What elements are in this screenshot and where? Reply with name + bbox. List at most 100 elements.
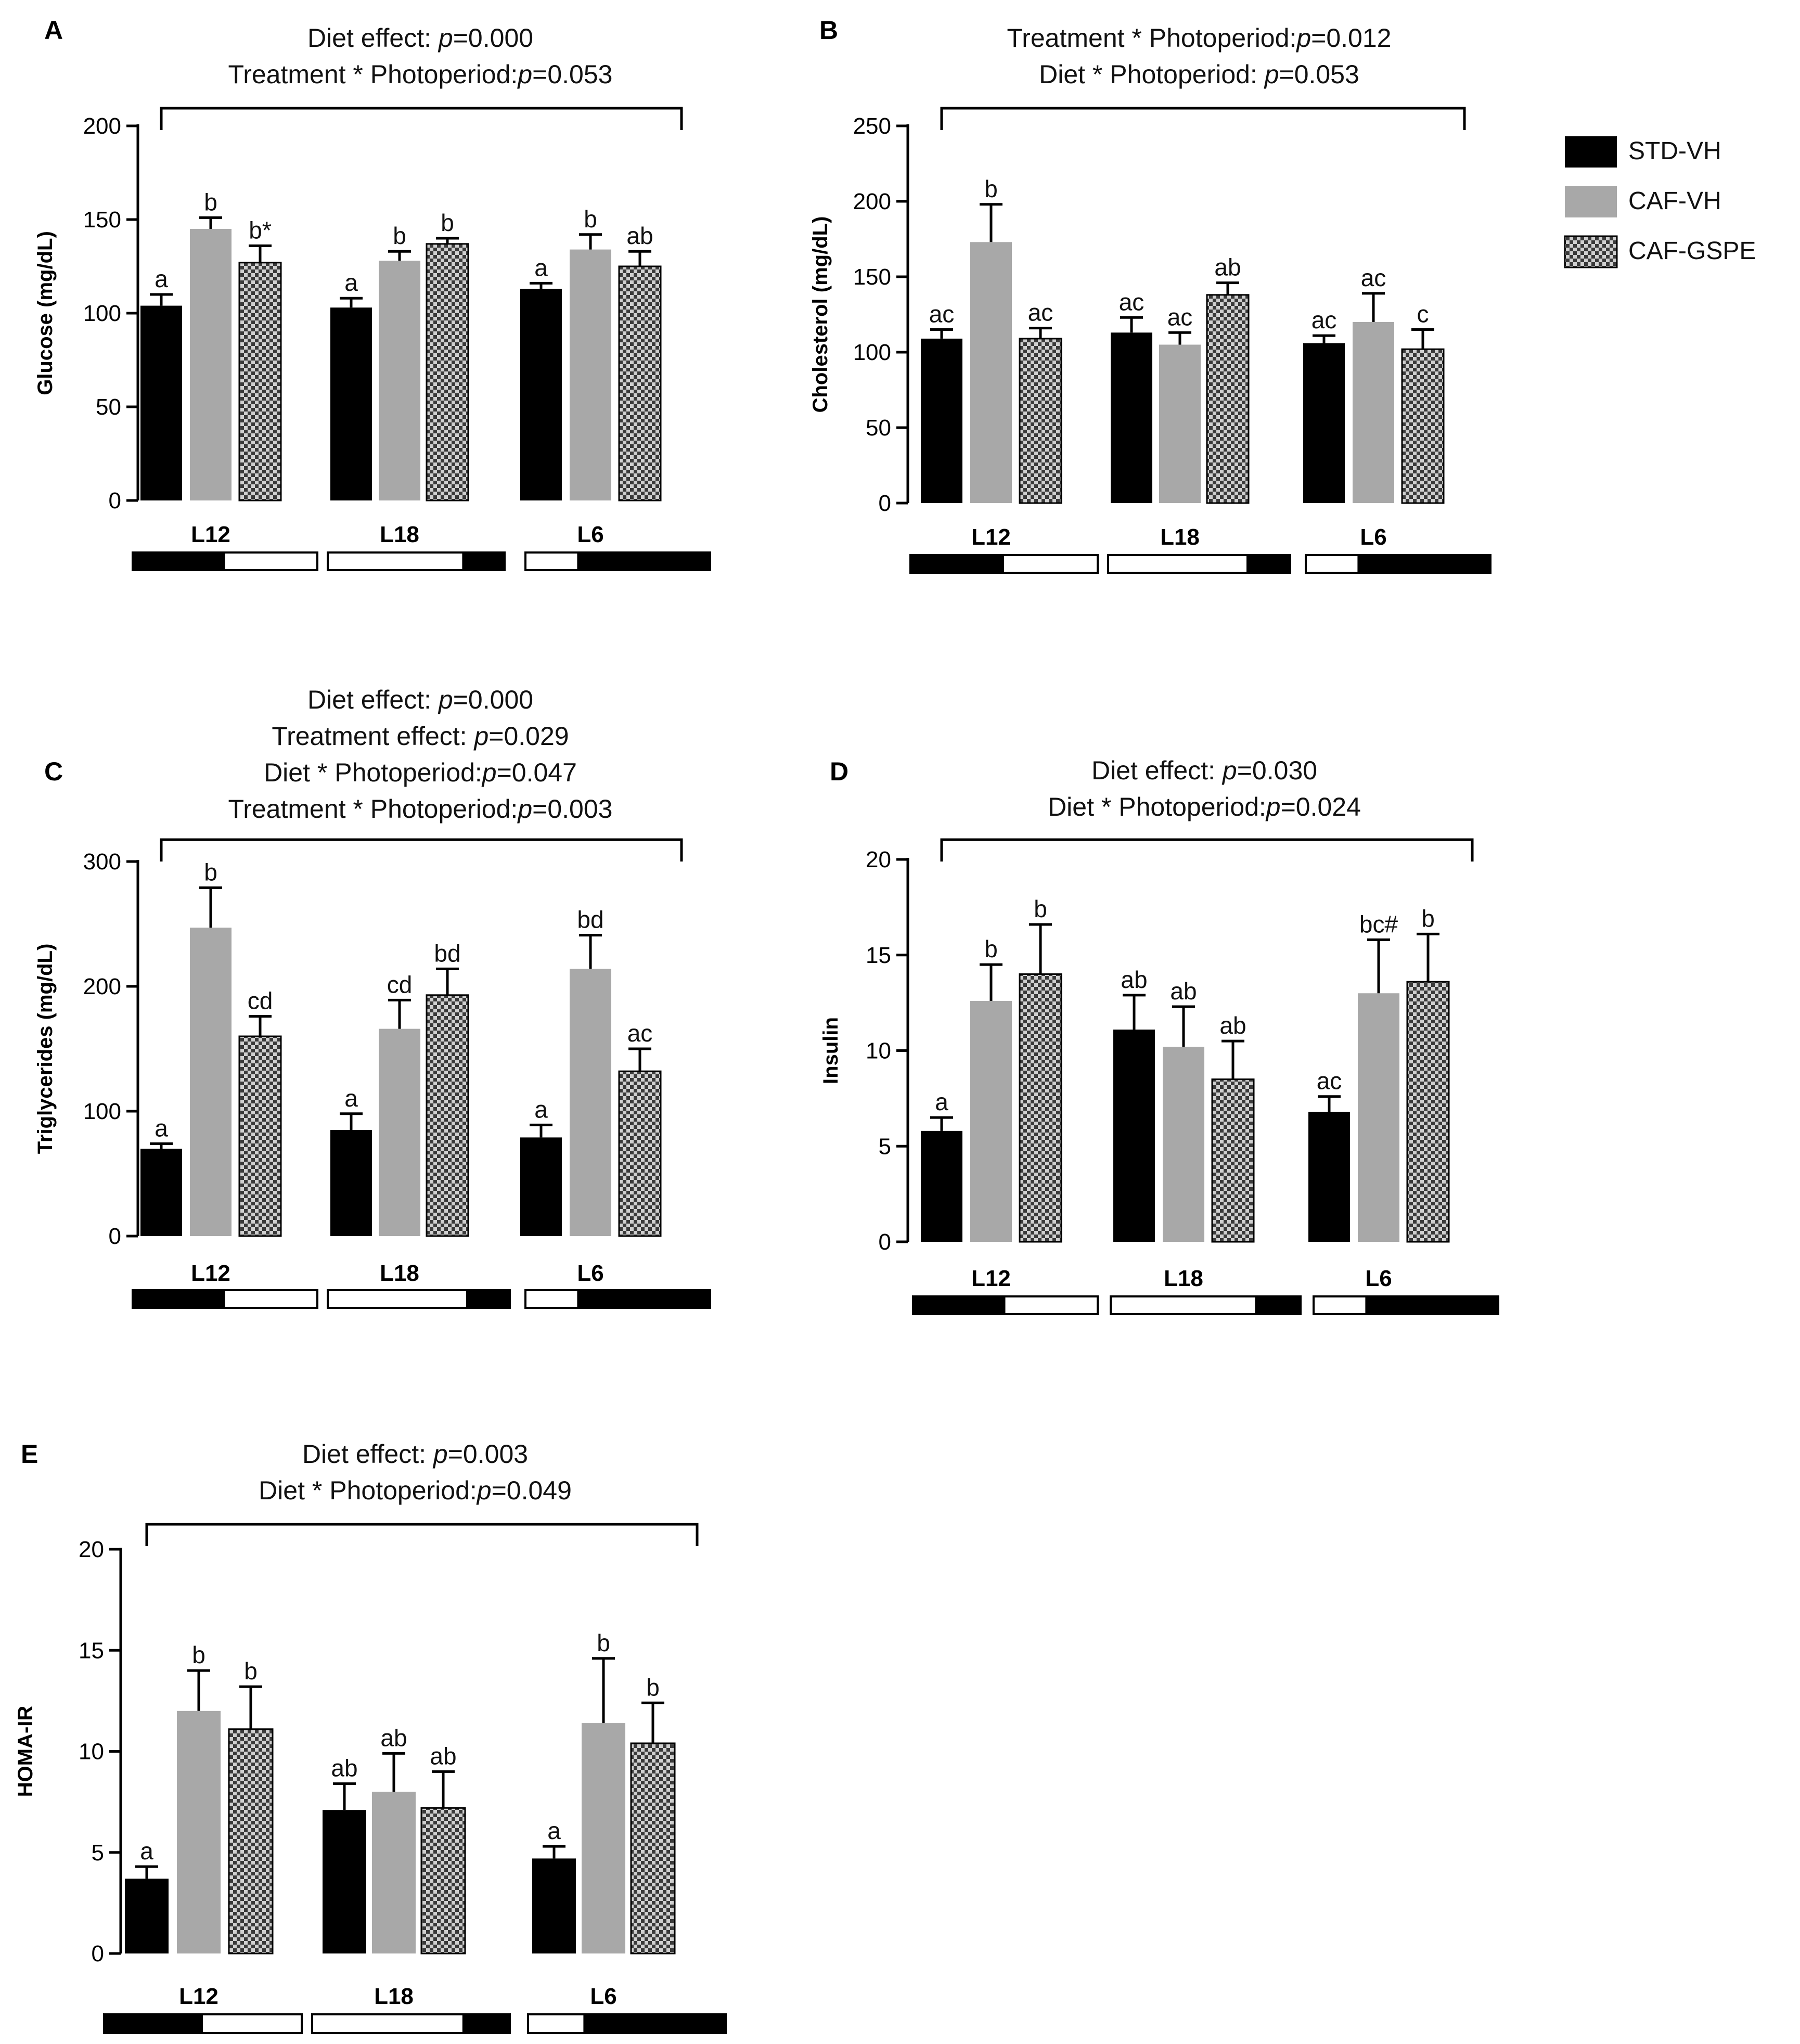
significance-letter: a — [344, 1085, 358, 1112]
panel-d: D Diet effect: p=0.030 Diet * Photoperiod:… — [819, 756, 1499, 1315]
x-category-label: L6 — [1365, 1266, 1392, 1291]
photoperiod-dark-segment — [577, 1290, 710, 1308]
y-tick-label: 200 — [83, 113, 121, 139]
bar-caf-vh-l12 — [970, 1000, 1012, 1242]
y-tick-label: 300 — [83, 849, 121, 875]
panel-title-line: Diet * Photoperiod:p=0.049 — [259, 1476, 572, 1505]
legend-swatch-caf-gspe — [1564, 235, 1618, 268]
panel-title-line: Treatment * Photoperiod:p=0.012 — [1007, 23, 1392, 53]
significance-letter: ac — [1167, 303, 1193, 330]
y-tick-label: 15 — [79, 1638, 104, 1663]
significance-letter: ac — [627, 1020, 653, 1047]
significance-letter: b — [584, 205, 597, 233]
bar-caf-gspe-l6 — [618, 1070, 662, 1237]
bar-std-vh-l18 — [1111, 332, 1152, 503]
significance-letter: cd — [387, 971, 413, 998]
bar-caf-gspe-l6 — [1406, 981, 1450, 1243]
y-tick-label: 100 — [853, 340, 891, 365]
x-category-label: L12 — [179, 1984, 218, 2009]
panel-e: E Diet effect: p=0.003 Diet * Photoperiod:… — [14, 1439, 727, 2034]
significance-bracket — [160, 107, 683, 130]
y-tick-label: 100 — [83, 1099, 121, 1124]
significance-bracket — [160, 838, 683, 862]
significance-letter: ac — [1028, 299, 1053, 326]
photoperiod-dark-segment — [913, 1296, 1006, 1314]
photoperiod-dark-segment — [462, 552, 505, 570]
significance-letter: ac — [1312, 306, 1337, 333]
panel-title-line: Treatment effect: p=0.029 — [272, 722, 569, 751]
panel-title-line: Diet * Photoperiod:p=0.024 — [1048, 792, 1361, 821]
panel-title-line: Diet effect: p=0.030 — [1091, 756, 1317, 785]
significance-letter: c — [1417, 301, 1429, 328]
y-tick-label: 5 — [92, 1840, 104, 1866]
significance-letter: bd — [577, 906, 603, 933]
significance-letter: b — [1034, 895, 1047, 922]
panel-letter: B — [819, 16, 838, 45]
bar-std-vh-l12 — [921, 1130, 962, 1242]
y-tick-label: 150 — [853, 264, 891, 290]
bar-caf-vh-l6 — [582, 1723, 625, 1953]
y-axis-label: HOMA-IR — [14, 1706, 37, 1797]
significance-letter: ab — [1219, 1012, 1246, 1039]
bar-caf-vh-l18 — [372, 1792, 416, 1953]
bar-std-vh-l12 — [140, 1149, 182, 1236]
legend-swatch-std-vh — [1565, 136, 1617, 168]
panel-letter: A — [44, 16, 63, 45]
bar-caf-vh-l18 — [1163, 1047, 1204, 1242]
legend-label-caf-vh: CAF-VH — [1628, 187, 1721, 215]
bar-std-vh-l6 — [532, 1858, 576, 1953]
significance-letter: a — [534, 1096, 548, 1123]
x-category-label: L18 — [1160, 524, 1200, 550]
photoperiod-dark-segment — [1365, 1296, 1498, 1314]
significance-letter: ac — [929, 301, 955, 328]
y-tick-label: 10 — [866, 1038, 891, 1064]
bar-std-vh-l12 — [921, 338, 962, 503]
y-axis-label: Triglycerides (mg/dL) — [34, 944, 57, 1154]
significance-letter: b — [244, 1657, 258, 1685]
significance-letter: ab — [1214, 254, 1241, 281]
significance-letter: b — [393, 222, 406, 249]
significance-letter: ab — [626, 222, 653, 249]
bar-caf-vh-l6 — [1358, 993, 1399, 1242]
y-tick-label: 250 — [853, 113, 891, 139]
bar-caf-gspe-l12 — [1019, 338, 1062, 504]
y-tick-label: 15 — [866, 943, 891, 968]
panel-letter: E — [21, 1439, 38, 1469]
bar-caf-vh-l18 — [379, 261, 420, 500]
y-tick-label: 5 — [879, 1134, 891, 1159]
x-category-label: L18 — [380, 1261, 419, 1286]
bar-std-vh-l12 — [140, 305, 182, 500]
y-tick-label: 0 — [92, 1941, 104, 1966]
significance-letter: ac — [1361, 264, 1386, 291]
photoperiod-dark-segment — [104, 2014, 203, 2033]
significance-letter: bd — [434, 940, 460, 967]
y-tick-label: 0 — [109, 1224, 121, 1249]
x-category-label: L6 — [1360, 524, 1386, 550]
bar-caf-vh-l12 — [177, 1711, 221, 1953]
bar-caf-gspe-l18 — [1211, 1078, 1255, 1243]
bar-std-vh-l12 — [125, 1879, 169, 1953]
bar-caf-vh-l6 — [570, 969, 611, 1236]
bar-caf-vh-l18 — [379, 1029, 420, 1236]
x-category-label: L6 — [590, 1984, 616, 2009]
significance-letter: a — [935, 1088, 948, 1115]
significance-letter: ac — [1119, 288, 1145, 315]
bar-caf-gspe-l12 — [238, 262, 282, 502]
x-category-label: L12 — [971, 1266, 1011, 1291]
significance-letter: a — [155, 265, 168, 292]
y-axis-label: Cholesterol (mg/dL) — [809, 216, 832, 413]
legend-label-std-vh: STD-VH — [1628, 137, 1721, 165]
photoperiod-dark-segment — [466, 1290, 510, 1308]
significance-letter: b — [597, 1629, 610, 1656]
significance-letter: b — [441, 209, 454, 236]
y-tick-label: 20 — [79, 1537, 104, 1562]
bar-caf-gspe-l12 — [228, 1728, 274, 1955]
y-tick-label: 0 — [109, 488, 121, 513]
significance-letter: b — [204, 858, 217, 885]
significance-letter: a — [534, 254, 548, 281]
bar-caf-gspe-l12 — [1019, 973, 1062, 1243]
photoperiod-dark-segment — [1357, 555, 1490, 573]
bar-std-vh-l6 — [1303, 343, 1345, 503]
panel-b: B Treatment * Photoperiod:p=0.012 Diet * P… — [809, 16, 1492, 574]
